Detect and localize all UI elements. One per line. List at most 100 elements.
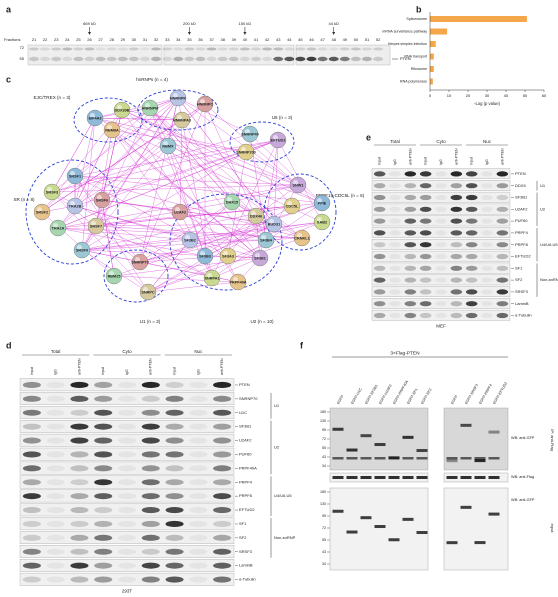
band xyxy=(165,548,184,555)
node-label: DDX39B xyxy=(115,109,130,113)
band xyxy=(189,465,208,472)
band xyxy=(450,194,463,201)
node-label: SF3B2 xyxy=(184,239,196,243)
band xyxy=(117,548,137,555)
lane-label: EGFP-EFTUD2 xyxy=(492,381,508,405)
row-label: PUF60 xyxy=(239,452,252,457)
edge xyxy=(94,97,179,119)
band xyxy=(141,451,160,458)
band xyxy=(46,423,65,430)
band xyxy=(404,171,417,177)
band xyxy=(213,465,232,472)
fraction-number: 21 xyxy=(32,37,37,42)
band xyxy=(450,265,463,271)
band xyxy=(189,479,208,486)
band xyxy=(416,476,428,479)
band xyxy=(189,395,208,402)
band xyxy=(46,562,65,569)
lane-label: Input xyxy=(470,157,474,165)
panel-label: f xyxy=(300,340,304,350)
band xyxy=(388,456,400,460)
lane-label: EGFP-SF3B1 xyxy=(364,384,378,405)
group-label: Non-snRNP xyxy=(540,277,558,282)
band xyxy=(141,381,160,389)
edge xyxy=(95,223,275,227)
row-label: SRSF3 xyxy=(239,549,253,554)
band xyxy=(189,562,208,569)
blot-strip xyxy=(19,420,235,433)
row-label: LaminB xyxy=(515,301,529,306)
band xyxy=(117,506,137,514)
node-shine xyxy=(207,273,212,278)
mw-label: 34 xyxy=(322,464,326,468)
band xyxy=(141,437,160,444)
node-shine xyxy=(273,135,278,140)
blot-strip xyxy=(371,274,511,286)
edge xyxy=(57,227,191,241)
band xyxy=(373,289,386,295)
band xyxy=(496,230,509,236)
lane-label: EGFP-PRPF4 xyxy=(478,383,493,405)
band xyxy=(346,448,358,452)
lane-label: anti-PTEN xyxy=(77,358,81,375)
node-shine xyxy=(269,219,274,224)
row-label: SRSF3 xyxy=(515,289,529,294)
band xyxy=(488,476,500,479)
band xyxy=(474,476,486,479)
band xyxy=(481,265,493,271)
band xyxy=(70,534,89,541)
node-label: SNRNP40 xyxy=(241,133,259,137)
node-label: HNRNPM xyxy=(142,107,159,111)
band xyxy=(165,506,184,514)
edge xyxy=(95,201,233,227)
band xyxy=(346,530,358,534)
band xyxy=(496,253,509,260)
node-label: SNW1 xyxy=(293,184,304,188)
band xyxy=(374,476,386,479)
category-label: Spliceosome xyxy=(406,17,427,21)
band xyxy=(184,47,195,51)
band xyxy=(165,423,184,430)
band xyxy=(106,56,117,62)
band xyxy=(22,451,41,458)
edge xyxy=(147,239,191,293)
band xyxy=(450,277,463,283)
band xyxy=(213,548,232,555)
band xyxy=(189,506,208,514)
x-axis-label: -Log (p value) xyxy=(474,101,500,106)
group-outline xyxy=(137,89,219,131)
band xyxy=(481,206,493,212)
band xyxy=(373,206,386,212)
band xyxy=(189,451,208,458)
band xyxy=(94,506,113,514)
column-header: Cyto xyxy=(436,139,446,144)
band xyxy=(446,457,458,460)
row-label: PRPF8 xyxy=(515,242,529,247)
row-label: SF3B1 xyxy=(515,195,528,200)
edge xyxy=(139,221,323,263)
row-label: PRPF8 xyxy=(239,493,253,498)
band xyxy=(360,516,372,520)
band xyxy=(450,218,463,224)
band xyxy=(419,289,432,295)
lane-label: EGFP xyxy=(450,394,459,405)
band xyxy=(284,56,295,62)
band xyxy=(22,493,41,500)
band xyxy=(84,47,95,51)
band xyxy=(165,576,184,583)
row-label: PRPF4 xyxy=(515,230,529,235)
band xyxy=(94,409,113,416)
band xyxy=(173,47,184,51)
node-label: EFTUD2 xyxy=(271,139,286,143)
lane-label: IgG xyxy=(485,159,489,165)
band xyxy=(141,423,160,430)
band xyxy=(389,242,401,248)
mw-label: 130 xyxy=(320,419,326,423)
category-label: Ribosome xyxy=(411,67,427,71)
band xyxy=(465,194,478,201)
band xyxy=(46,381,65,389)
edge xyxy=(101,109,123,201)
band xyxy=(373,218,386,224)
edge xyxy=(181,119,233,203)
band xyxy=(465,230,478,236)
